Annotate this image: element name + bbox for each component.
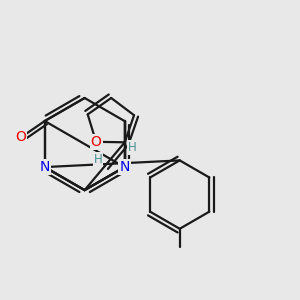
Text: N: N — [40, 160, 50, 174]
Text: H: H — [94, 153, 103, 166]
Text: H: H — [128, 141, 136, 154]
Text: O: O — [16, 130, 26, 144]
Text: N: N — [119, 160, 130, 174]
Text: O: O — [91, 135, 101, 149]
